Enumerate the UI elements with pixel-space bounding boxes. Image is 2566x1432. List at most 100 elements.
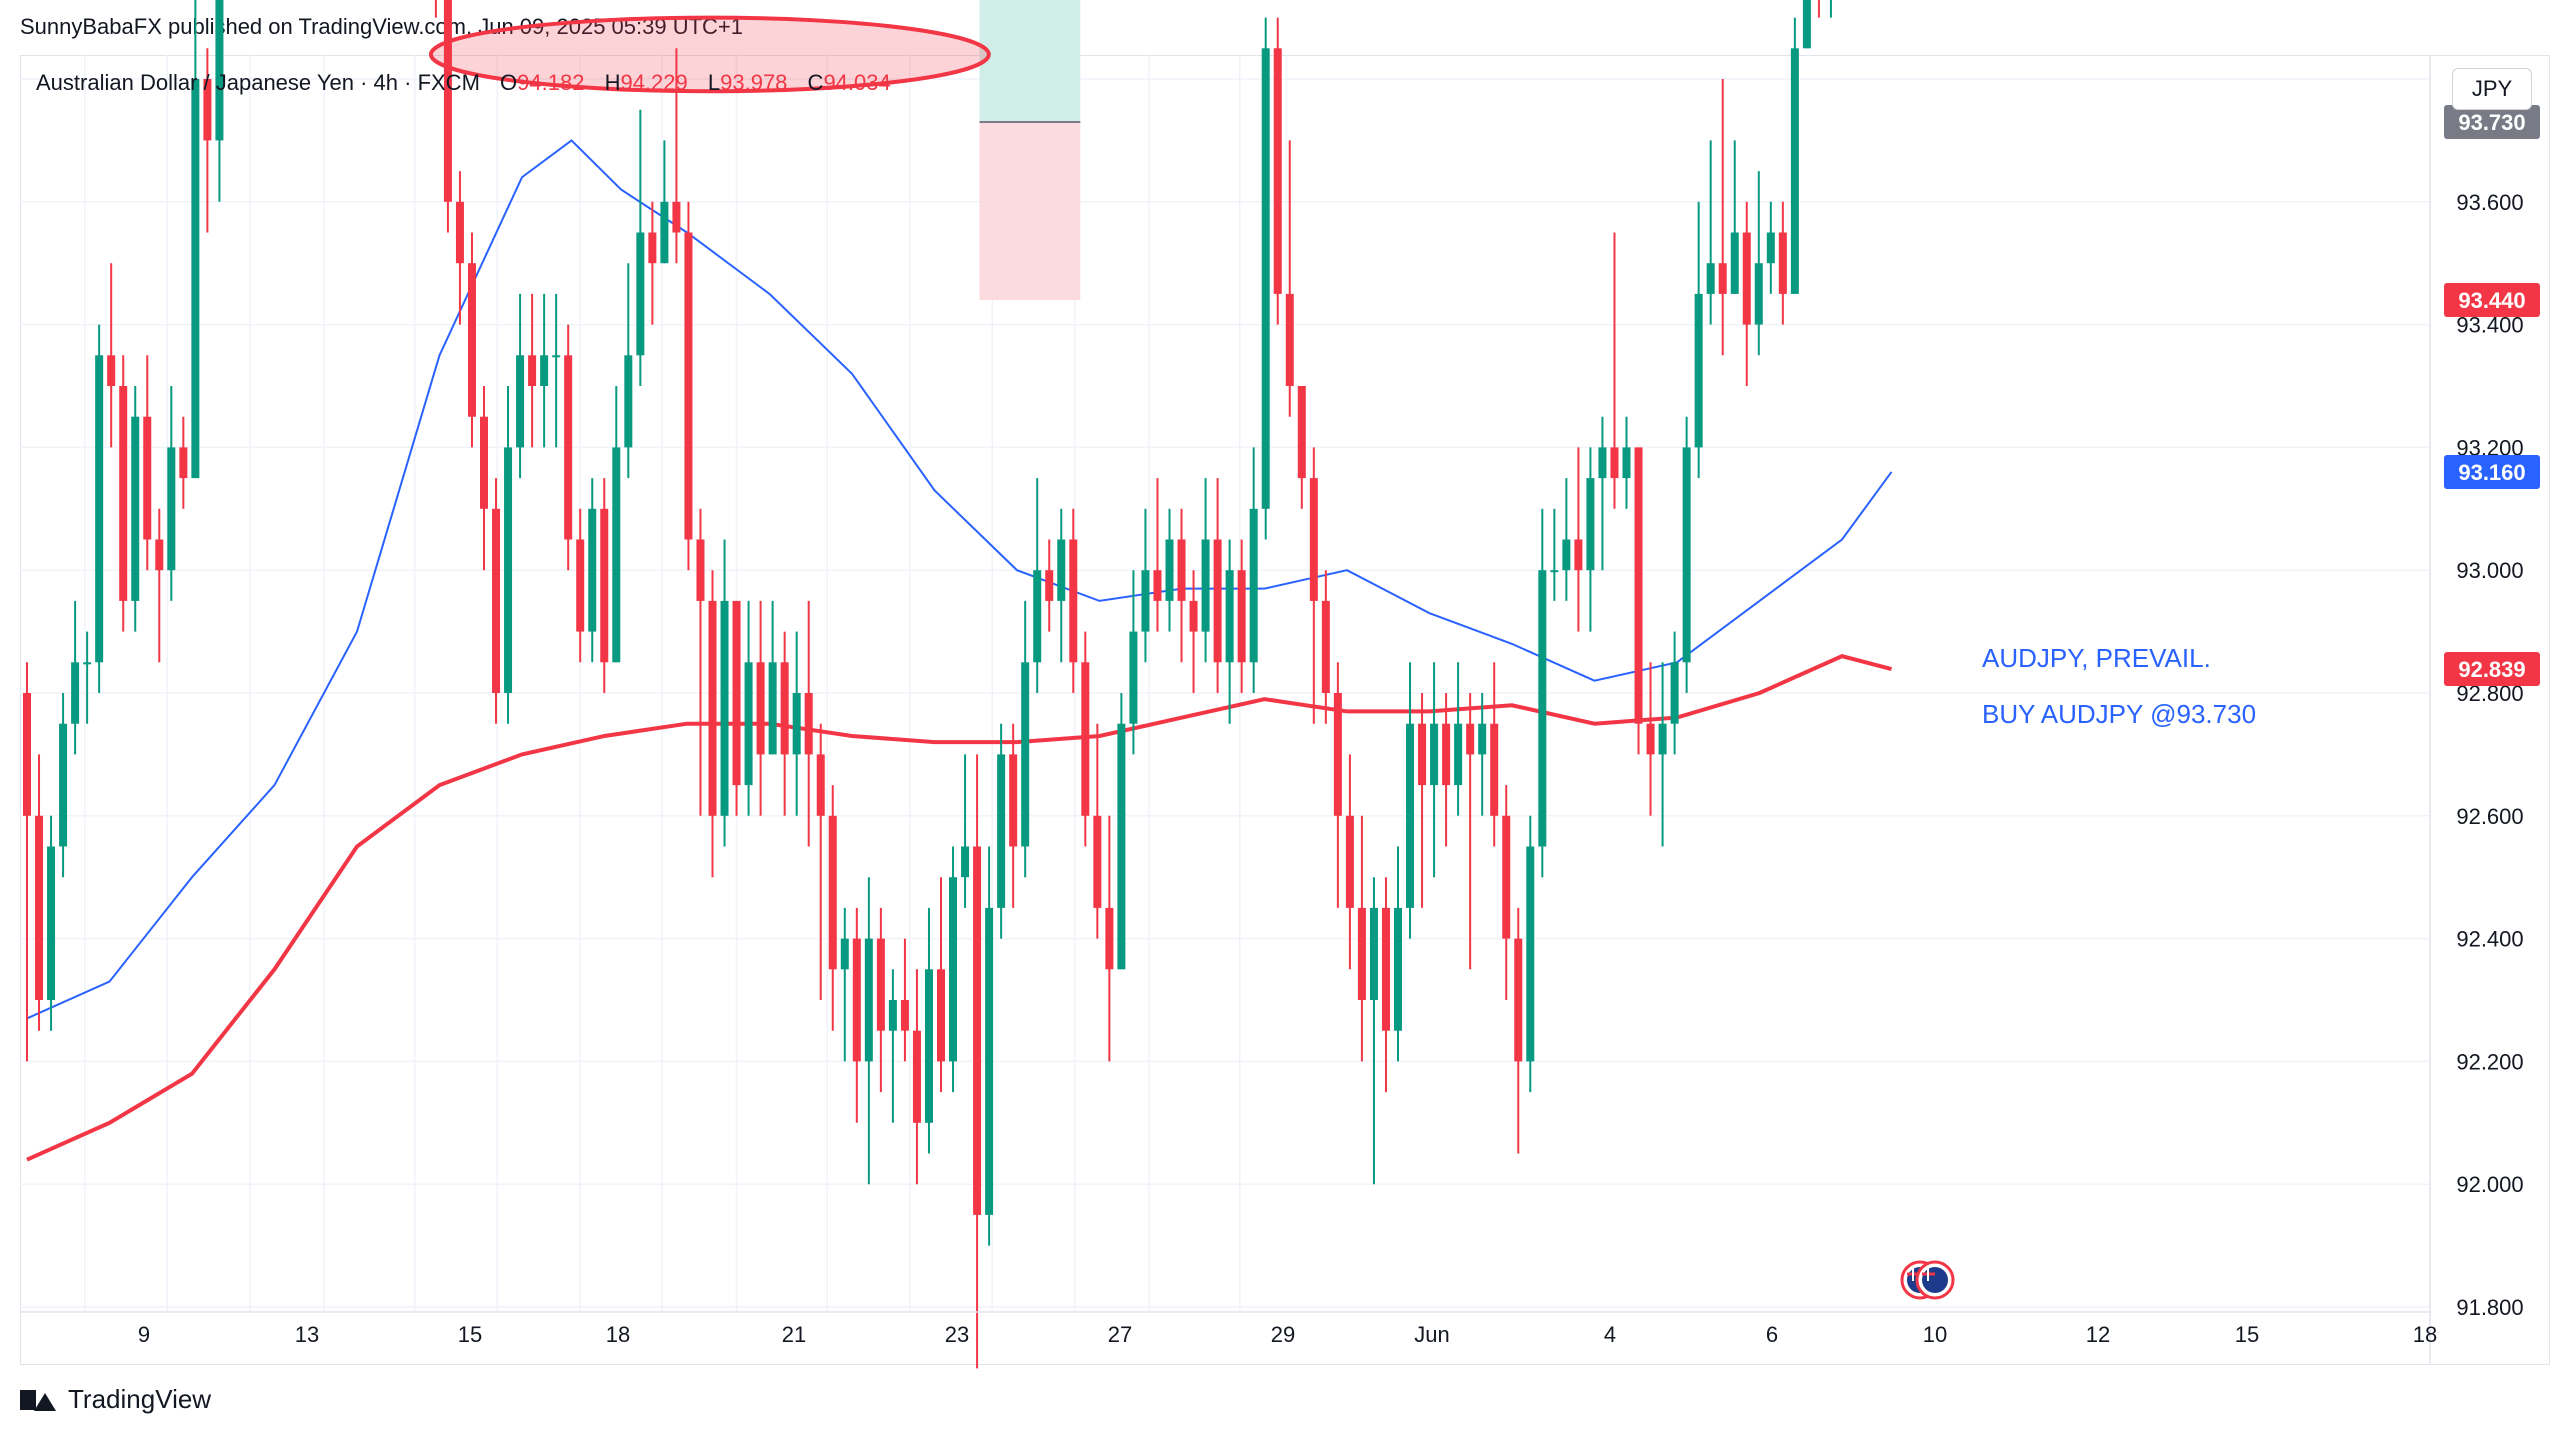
candle <box>1742 201 1751 386</box>
time-tick-label: 9 <box>138 1322 150 1347</box>
candle-body <box>1682 447 1691 663</box>
candle-body <box>1117 723 1126 970</box>
candle <box>492 478 501 724</box>
candle-body <box>973 846 982 1215</box>
candle-body <box>1742 232 1751 325</box>
close-label: C <box>807 70 824 95</box>
candle <box>1418 693 1427 908</box>
candle <box>720 539 729 847</box>
candle <box>83 631 92 724</box>
candle <box>516 293 525 479</box>
candle <box>1057 508 1066 663</box>
tradingview-footer[interactable]: TradingView <box>20 1384 211 1415</box>
price-label: 93.440 <box>2444 283 2540 318</box>
symbol-legend[interactable]: Australian Dollar / Japanese Yen · 4h · … <box>36 70 891 96</box>
candle-body <box>540 355 549 386</box>
candle <box>1550 508 1559 601</box>
candle <box>1261 17 1270 540</box>
candle-body <box>1406 723 1415 908</box>
candle-body <box>1165 539 1174 601</box>
candle <box>1766 201 1775 294</box>
candle <box>71 600 80 755</box>
candle-body <box>1718 263 1727 294</box>
candle-body <box>1598 447 1607 479</box>
candle-body <box>1297 386 1306 479</box>
candle <box>576 508 585 663</box>
candle <box>600 478 609 693</box>
candle <box>131 386 140 632</box>
candle-body <box>852 938 861 1062</box>
currency-button[interactable]: JPY <box>2452 68 2532 110</box>
candle-body <box>1213 539 1222 663</box>
candle <box>1730 140 1739 294</box>
candle-body <box>997 754 1006 908</box>
price-labels: 95.42994.03420:0593.73093.44093.16092.83… <box>2444 104 2540 687</box>
candle-body <box>1706 263 1715 294</box>
candle-body <box>961 846 970 878</box>
candle-body <box>1538 570 1547 847</box>
candle-body <box>1778 232 1787 294</box>
candle-body <box>1045 570 1054 601</box>
candle-body <box>1802 0 1811 49</box>
candle-body <box>1562 539 1571 571</box>
candle-body <box>552 355 561 358</box>
time-axis[interactable]: 9 13 15 18 21 23 27 29 Jun 4 6 10 12 15 18 <box>20 1311 2437 1347</box>
candle <box>744 600 753 816</box>
open-value: 94.182 <box>517 70 585 95</box>
candles <box>23 0 1832 1369</box>
candle-body <box>143 416 152 540</box>
candle-body <box>59 723 68 847</box>
candle <box>624 263 633 479</box>
candle <box>1670 631 1679 755</box>
candle-body <box>1670 662 1679 724</box>
candle-body <box>179 447 188 479</box>
candle <box>1754 171 1763 356</box>
candle <box>119 355 128 632</box>
candle-body <box>107 355 116 386</box>
candle-body <box>696 539 705 601</box>
candle-body <box>1490 723 1499 816</box>
candle-body <box>780 662 789 755</box>
candle <box>876 907 885 1093</box>
close-value: 94.034 <box>823 70 891 95</box>
time-tick-label: 21 <box>782 1322 806 1347</box>
candle <box>107 263 116 448</box>
candle <box>1141 508 1150 663</box>
candle-body <box>1177 539 1186 601</box>
candle-body <box>937 969 945 1062</box>
candle <box>467 232 476 448</box>
price-tick-label: 91.800 <box>2456 1295 2523 1320</box>
candle <box>1081 631 1090 847</box>
candle <box>59 693 68 878</box>
candle-body <box>876 938 885 1031</box>
candle <box>1249 447 1258 693</box>
price-label-text: 93.160 <box>2458 460 2525 485</box>
australia-flag-icon <box>1915 1260 1955 1300</box>
candle-body <box>1586 478 1595 571</box>
candle <box>1526 815 1535 1093</box>
candle <box>1069 508 1078 693</box>
candle-body <box>648 232 657 264</box>
candle <box>443 0 452 233</box>
candle <box>696 508 705 816</box>
candle <box>1538 508 1547 878</box>
time-tick-label: Jun <box>1414 1322 1449 1347</box>
candle-body <box>912 1030 921 1123</box>
candle-body <box>1141 570 1150 632</box>
candle-body <box>828 815 837 970</box>
price-tick-label: 92.600 <box>2456 804 2523 829</box>
event-flags[interactable] <box>1900 1260 1955 1300</box>
candle <box>1225 539 1234 724</box>
candle <box>660 140 669 264</box>
candle <box>1778 201 1787 325</box>
candle <box>1817 0 1820 18</box>
candle <box>1357 815 1366 1062</box>
candle-body <box>467 263 476 417</box>
candle <box>684 201 693 571</box>
candle <box>1237 539 1246 693</box>
candle <box>636 109 645 386</box>
candle-body <box>1694 293 1703 448</box>
candle-body <box>804 693 813 755</box>
candle <box>828 785 837 1031</box>
